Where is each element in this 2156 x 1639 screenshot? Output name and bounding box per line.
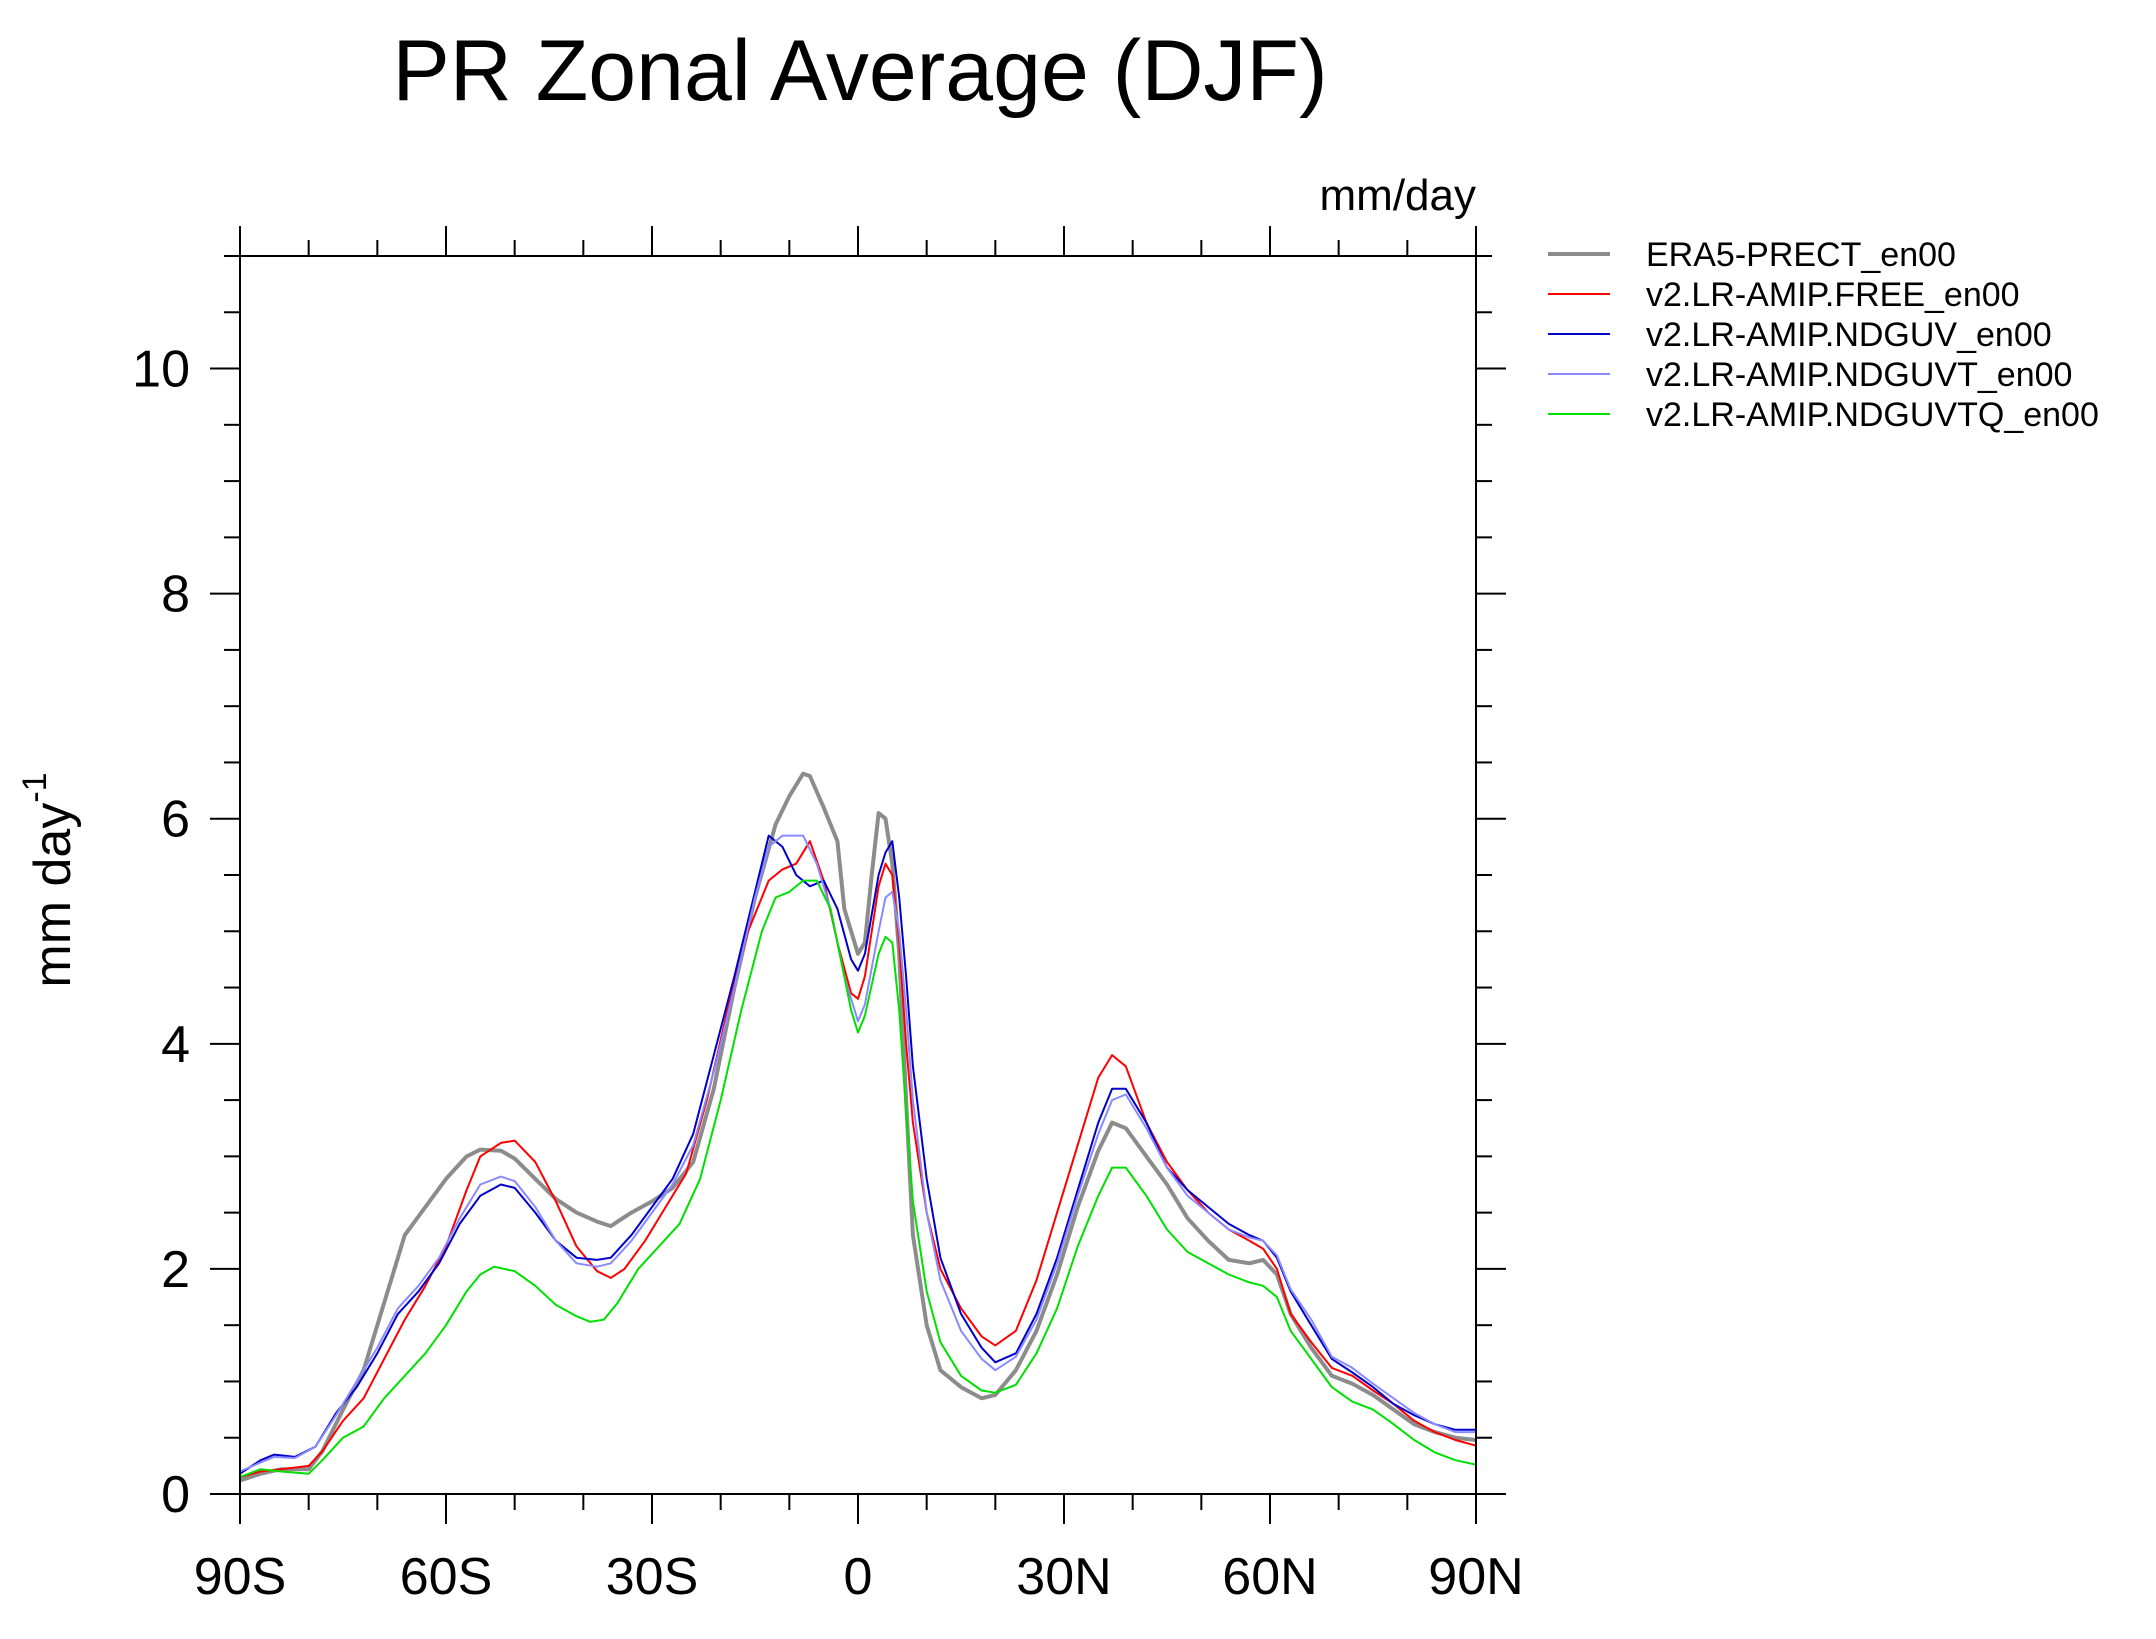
- y-tick-label: 4: [161, 1016, 190, 1074]
- x-tick-label: 30S: [606, 1548, 699, 1606]
- legend: ERA5-PRECT_en00v2.LR-AMIP.FREE_en00v2.LR…: [1548, 236, 2099, 434]
- series-line-4: [240, 834, 1476, 1473]
- x-tick-label: 0: [844, 1548, 873, 1606]
- legend-label-1: ERA5-PRECT_en00: [1646, 236, 1956, 274]
- y-tick-label: 8: [161, 566, 190, 624]
- series-line-1: [240, 771, 1476, 1483]
- x-tick-label: 90S: [194, 1548, 287, 1606]
- units-label: mm/day: [1320, 171, 1476, 220]
- x-tick-label: 60S: [400, 1548, 493, 1606]
- x-tick-label: 30N: [1016, 1548, 1111, 1606]
- legend-label-4: v2.LR-AMIP.NDGUVT_en00: [1646, 356, 2072, 394]
- legend-label-2: v2.LR-AMIP.FREE_en00: [1646, 276, 2020, 314]
- y-axis-label-text: mm day: [24, 803, 82, 988]
- legend-label-5: v2.LR-AMIP.NDGUVTQ_en00: [1646, 396, 2099, 434]
- tick-labels: 0 2 4 6 8 10 90S 60S 30S 0 30N 60N 90N: [132, 341, 1524, 1606]
- chart-title: PR Zonal Average (DJF): [392, 23, 1327, 119]
- y-axis-label: mm day-1: [16, 772, 82, 987]
- y-tick-label: 6: [161, 791, 190, 849]
- x-tick-label: 60N: [1222, 1548, 1317, 1606]
- x-tick-label: 90N: [1428, 1548, 1523, 1606]
- y-axis-label-superscript: -1: [16, 772, 54, 802]
- series-layer: [240, 771, 1476, 1483]
- series-line-2: [240, 840, 1476, 1479]
- legend-label-3: v2.LR-AMIP.NDGUV_en00: [1646, 316, 2052, 354]
- y-tick-label: 2: [161, 1241, 190, 1299]
- y-tick-label: 0: [161, 1466, 190, 1524]
- axis-ticks: [210, 226, 1506, 1524]
- plot-frame: [239, 255, 1477, 1495]
- y-tick-label: 10: [132, 341, 190, 399]
- series-line-3: [240, 834, 1476, 1475]
- series-line-5: [240, 879, 1476, 1479]
